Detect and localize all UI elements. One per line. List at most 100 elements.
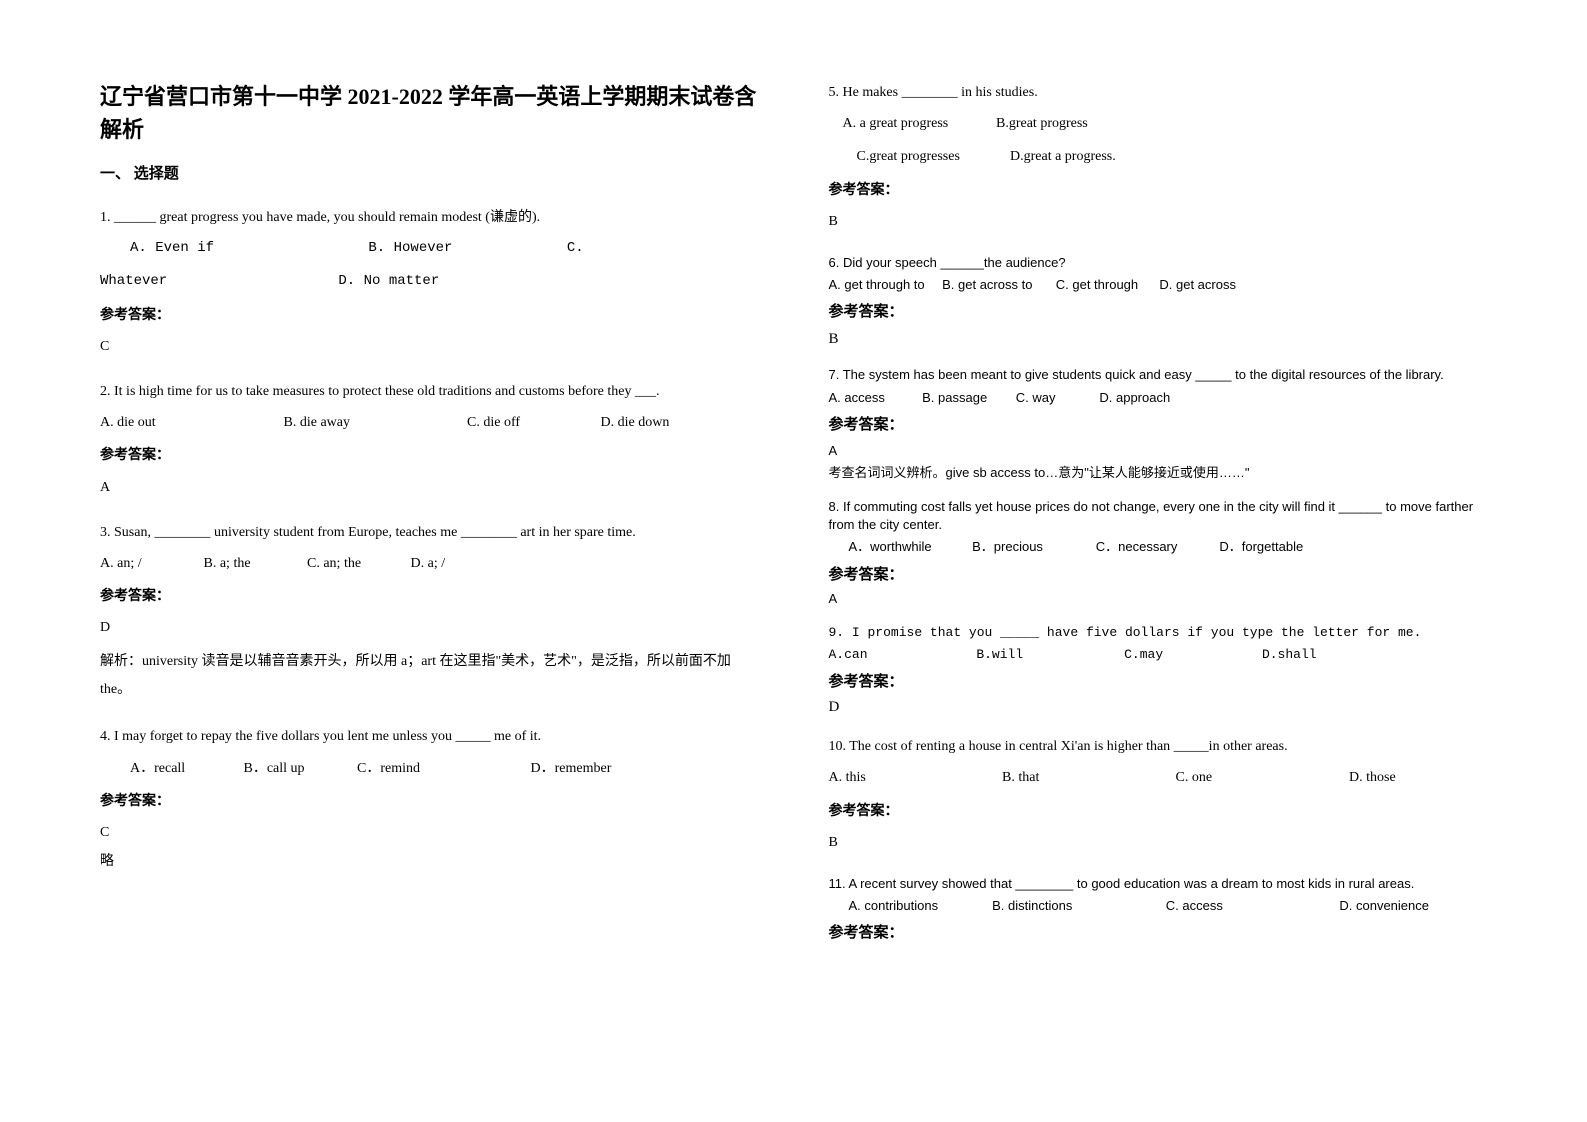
- q3-opt-b: B. a; the: [204, 551, 304, 576]
- q5-opt-d: D.great a progress.: [1010, 149, 1116, 164]
- q11-answer-label: 参考答案：: [829, 923, 1488, 944]
- q1-answer-label: 参考答案：: [100, 303, 759, 328]
- q4-opt-b: B．call up: [244, 756, 354, 781]
- q8-opt-d: D．forgettable: [1219, 539, 1303, 554]
- question-11: 11. A recent survey showed that ________…: [829, 875, 1488, 944]
- q9-opt-c: C.may: [1124, 646, 1254, 664]
- q6-opt-c: C. get through: [1056, 276, 1156, 294]
- q5-options-row1: A. a great progress B.great progress: [829, 111, 1488, 136]
- q7-opt-d: D. approach: [1099, 390, 1170, 405]
- q8-answer: A: [829, 590, 1488, 608]
- q7-answer: A: [829, 442, 1488, 460]
- q3-text: 3. Susan, ________ university student fr…: [100, 520, 759, 545]
- q9-answer-label: 参考答案：: [829, 672, 1488, 693]
- q5-opt-b: B.great progress: [996, 116, 1088, 131]
- q7-opt-c: C. way: [1016, 389, 1096, 407]
- q11-opt-c: C. access: [1166, 897, 1336, 915]
- q4-options: A．recall B．call up C．remind D．remember: [100, 756, 759, 781]
- q8-opt-c: C．necessary: [1096, 538, 1216, 556]
- q3-opt-d: D. a; /: [411, 556, 446, 571]
- q4-opt-d: D．remember: [531, 761, 612, 776]
- q5-opt-c: C.great progresses: [857, 144, 1007, 169]
- q7-options: A. access B. passage C. way D. approach: [829, 389, 1488, 407]
- q3-opt-a: A. an; /: [100, 551, 200, 576]
- q10-text: 10. The cost of renting a house in centr…: [829, 734, 1488, 759]
- q10-answer: B: [829, 830, 1488, 855]
- q1-answer: C: [100, 334, 759, 359]
- q4-lue: 略: [100, 849, 759, 874]
- q6-options: A. get through to B. get across to C. ge…: [829, 276, 1488, 294]
- question-3: 3. Susan, ________ university student fr…: [100, 520, 759, 705]
- q9-options: A.can B.will C.may D.shall: [829, 646, 1488, 664]
- question-8: 8. If commuting cost falls yet house pri…: [829, 498, 1488, 608]
- q2-options: A. die out B. die away C. die off D. die…: [100, 410, 759, 435]
- q1-options-row1: A. Even if B. However C.: [100, 236, 759, 261]
- q7-answer-label: 参考答案：: [829, 415, 1488, 436]
- question-6: 6. Did your speech ______the audience? A…: [829, 254, 1488, 350]
- q4-answer: C: [100, 820, 759, 845]
- q5-text: 5. He makes ________ in his studies.: [829, 80, 1488, 105]
- q8-opt-a: A．worthwhile: [849, 538, 969, 556]
- q3-answer: D: [100, 615, 759, 640]
- q9-opt-d: D.shall: [1262, 647, 1317, 662]
- q10-opt-d: D. those: [1349, 770, 1396, 785]
- q9-opt-a: A.can: [829, 646, 969, 664]
- q5-options-row2: C.great progresses D.great a progress.: [829, 144, 1488, 169]
- q1-opt-c: Whatever: [100, 269, 330, 294]
- q10-opt-c: C. one: [1176, 765, 1346, 790]
- q7-text: 7. The system has been meant to give stu…: [829, 366, 1488, 384]
- q11-opt-a: A. contributions: [849, 897, 989, 915]
- q6-answer: B: [829, 329, 1488, 350]
- q7-opt-b: B. passage: [922, 389, 1012, 407]
- q2-answer: A: [100, 475, 759, 500]
- q11-text: 11. A recent survey showed that ________…: [829, 875, 1488, 893]
- question-4: 4. I may forget to repay the five dollar…: [100, 724, 759, 874]
- q11-opt-d: D. convenience: [1339, 898, 1429, 913]
- q8-opt-b: B．precious: [972, 538, 1092, 556]
- q6-opt-b: B. get across to: [942, 276, 1052, 294]
- q9-answer: D: [829, 697, 1488, 718]
- q4-opt-c: C．remind: [357, 756, 527, 781]
- q8-options: A．worthwhile B．precious C．necessary D．fo…: [829, 538, 1488, 556]
- q6-opt-a: A. get through to: [829, 276, 939, 294]
- q2-opt-a: A. die out: [100, 410, 280, 435]
- question-1: 1. ______ great progress you have made, …: [100, 205, 759, 359]
- q5-opt-a: A. a great progress: [843, 111, 993, 136]
- question-7: 7. The system has been meant to give stu…: [829, 366, 1488, 482]
- q7-explanation: 考查名词词义辨析。give sb access to…意为"让某人能够接近或使用…: [829, 464, 1488, 482]
- q6-text: 6. Did your speech ______the audience?: [829, 254, 1488, 272]
- q3-answer-label: 参考答案：: [100, 584, 759, 609]
- q2-opt-d: D. die down: [601, 415, 670, 430]
- q1-opt-a: A. Even if: [130, 236, 360, 261]
- q11-options: A. contributions B. distinctions C. acce…: [829, 897, 1488, 915]
- q6-opt-d: D. get across: [1159, 277, 1236, 292]
- q4-answer-label: 参考答案：: [100, 789, 759, 814]
- q2-opt-c: C. die off: [467, 410, 597, 435]
- q5-answer: B: [829, 209, 1488, 234]
- q9-text: 9. I promise that you _____ have five do…: [829, 624, 1488, 642]
- q2-opt-b: B. die away: [284, 410, 464, 435]
- section-header: 一、 选择题: [100, 164, 759, 185]
- q10-opt-a: A. this: [829, 765, 999, 790]
- q7-opt-a: A. access: [829, 389, 919, 407]
- q5-answer-label: 参考答案：: [829, 178, 1488, 203]
- q10-opt-b: B. that: [1002, 765, 1172, 790]
- q3-explanation: 解析：university 读音是以辅音音素开头，所以用 a；art 在这里指"…: [100, 648, 759, 704]
- question-10: 10. The cost of renting a house in centr…: [829, 734, 1488, 855]
- q3-options: A. an; / B. a; the C. an; the D. a; /: [100, 551, 759, 576]
- q8-answer-label: 参考答案：: [829, 565, 1488, 586]
- q2-answer-label: 参考答案：: [100, 443, 759, 468]
- q1-opt-c-prefix: C.: [567, 240, 584, 256]
- question-5: 5. He makes ________ in his studies. A. …: [829, 80, 1488, 234]
- q8-text: 8. If commuting cost falls yet house pri…: [829, 498, 1488, 534]
- q4-text: 4. I may forget to repay the five dollar…: [100, 724, 759, 749]
- q10-options: A. this B. that C. one D. those: [829, 765, 1488, 790]
- question-9: 9. I promise that you _____ have five do…: [829, 624, 1488, 718]
- doc-title: 辽宁省营口市第十一中学 2021-2022 学年高一英语上学期期末试卷含解析: [100, 80, 759, 146]
- q1-options-row2: Whatever D. No matter: [100, 269, 759, 294]
- q6-answer-label: 参考答案：: [829, 302, 1488, 323]
- q2-text: 2. It is high time for us to take measur…: [100, 379, 759, 404]
- q9-opt-b: B.will: [976, 646, 1116, 664]
- q4-opt-a: A．recall: [130, 756, 240, 781]
- q11-opt-b: B. distinctions: [992, 897, 1162, 915]
